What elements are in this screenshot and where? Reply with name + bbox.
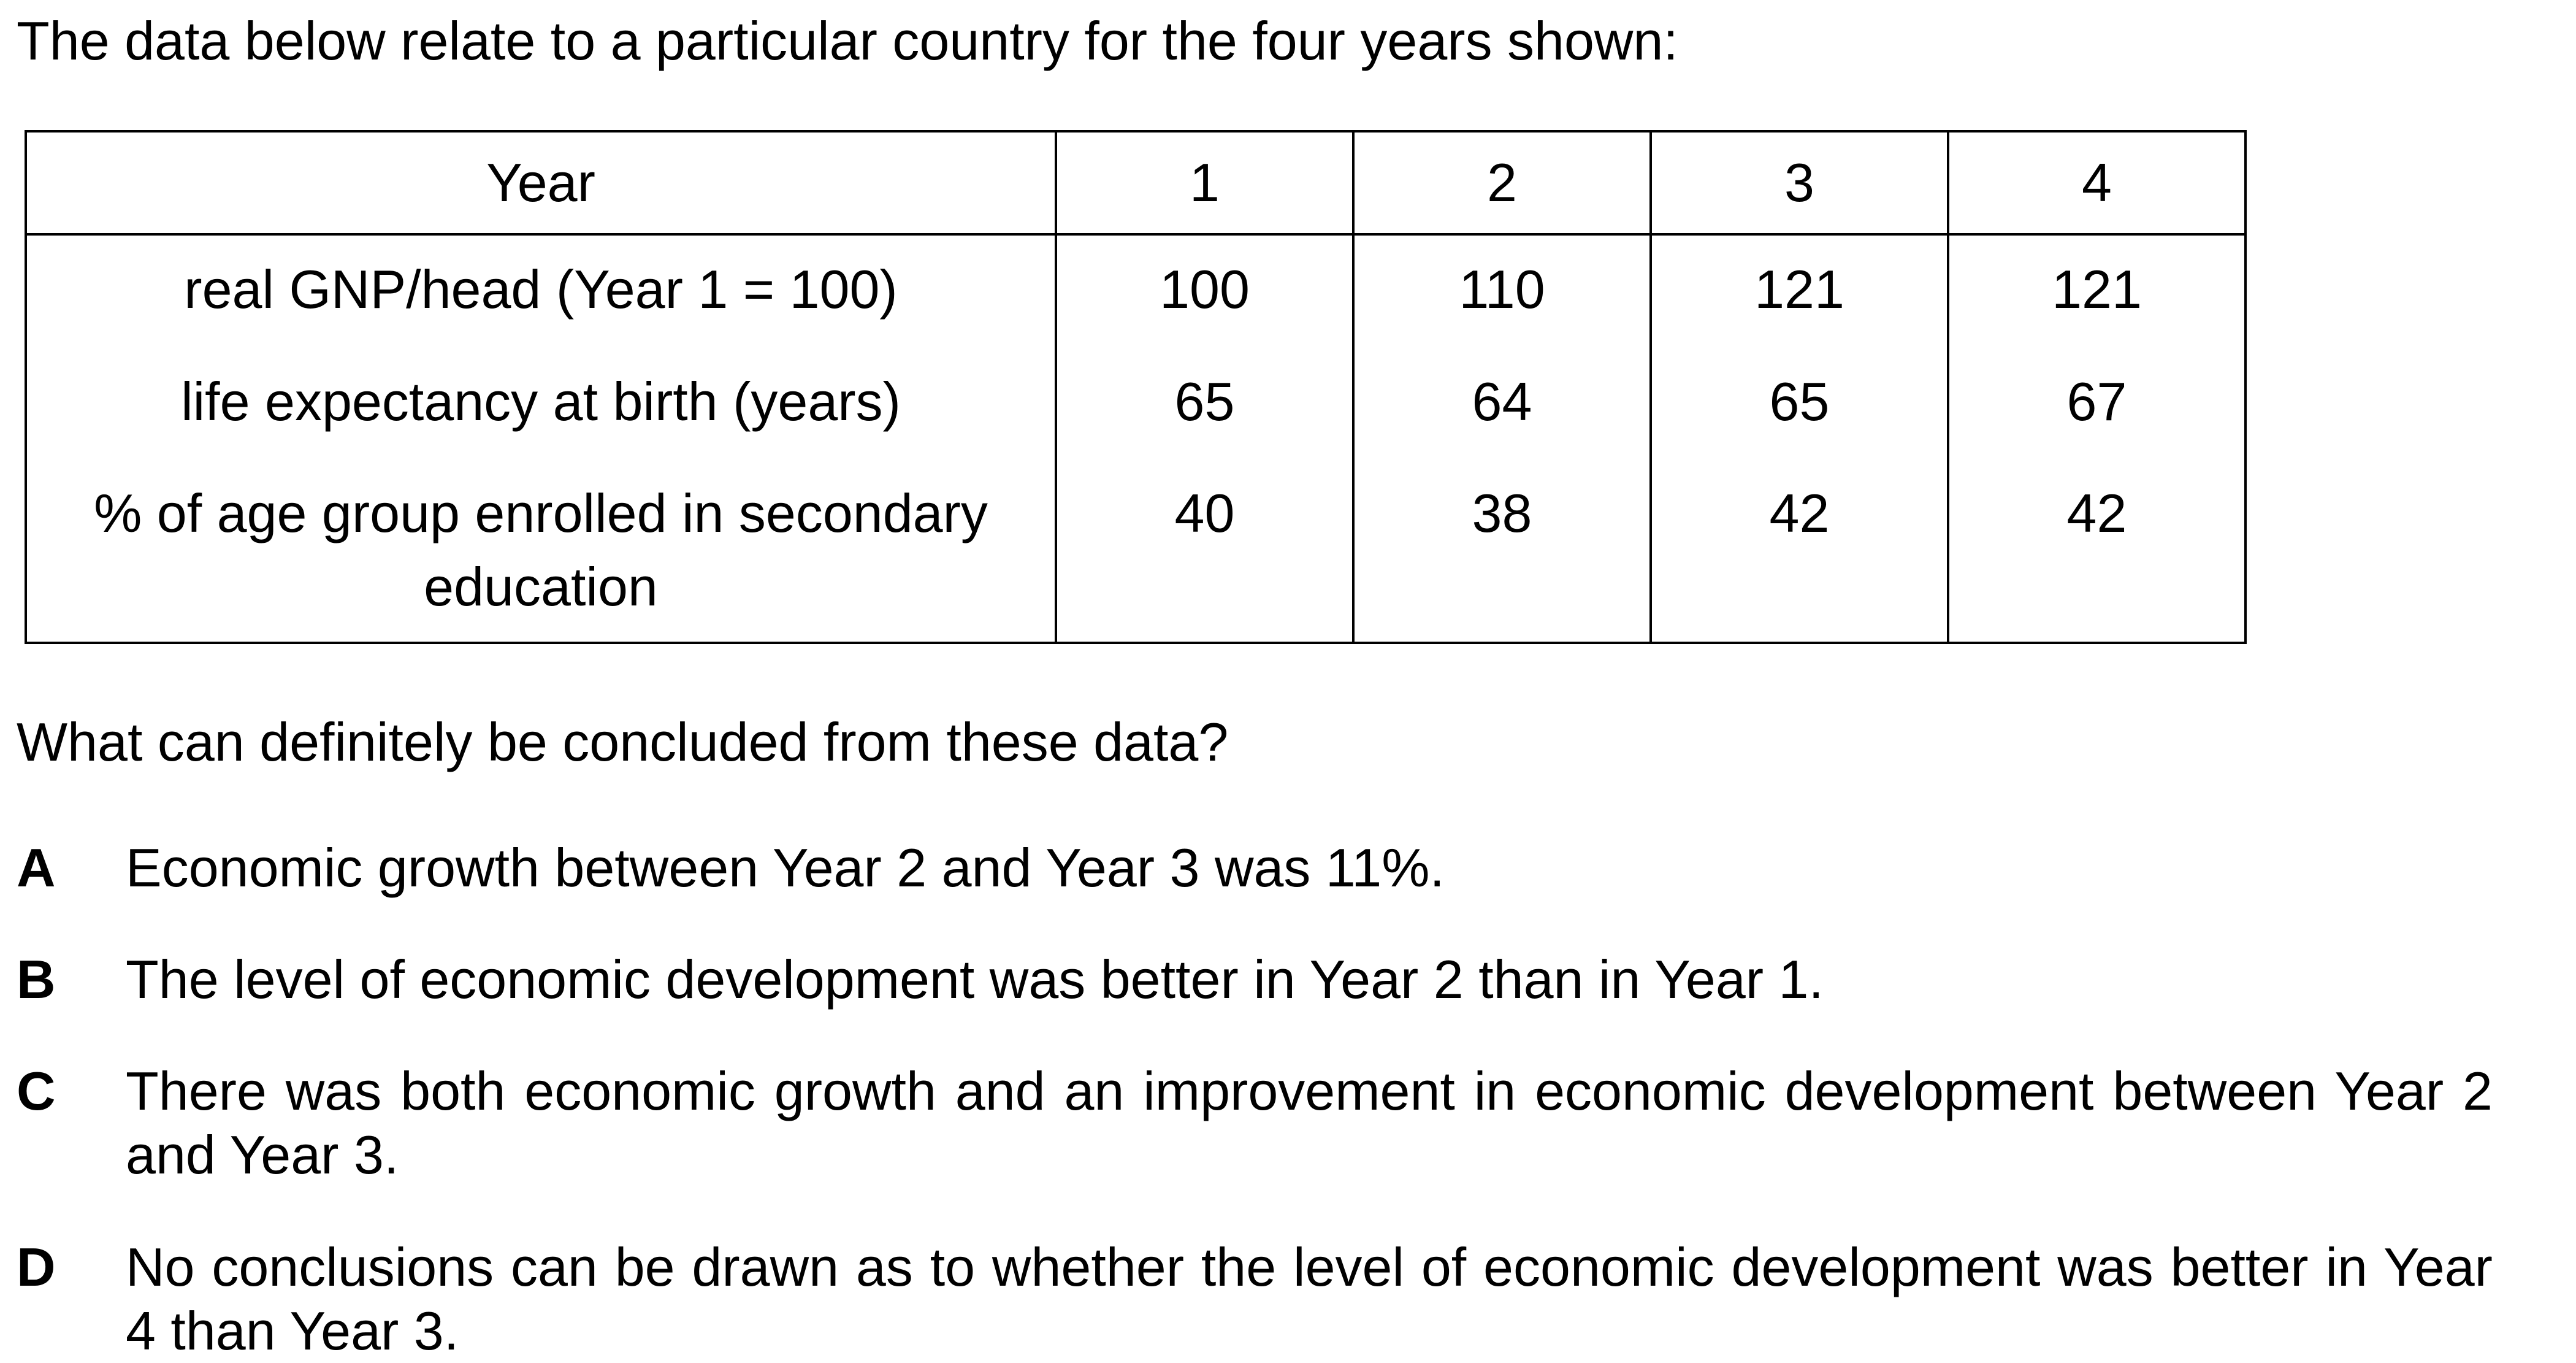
table-row: life expectancy at birth (years) 65 64 6… bbox=[25, 365, 2247, 477]
table-cell: 110 bbox=[1352, 232, 1652, 366]
table-cell: 121 bbox=[1947, 232, 2247, 366]
table-cell: 65 bbox=[1055, 365, 1355, 477]
table-header-year: 1 bbox=[1055, 130, 1355, 236]
table-cell: 65 bbox=[1649, 365, 1949, 477]
question-stem: What can definitely be concluded from th… bbox=[17, 712, 1229, 772]
table-header-row: Year 1 2 3 4 bbox=[25, 130, 2247, 236]
table-header-label: Year bbox=[25, 130, 1057, 236]
option-text: No conclusions can be drawn as to whethe… bbox=[126, 1237, 2493, 1361]
table-cell: 100 bbox=[1055, 232, 1355, 366]
table-row: % of age group enrolled in secondary edu… bbox=[25, 477, 2247, 644]
intro-text: The data below relate to a particular co… bbox=[17, 10, 1678, 71]
row-label: % of age group enrolled in secondary edu… bbox=[25, 477, 1057, 644]
table-cell: 64 bbox=[1352, 365, 1652, 477]
option-text: Economic growth between Year 2 and Year … bbox=[126, 837, 1445, 898]
table-header-year: 2 bbox=[1352, 130, 1652, 236]
row-label: life expectancy at birth (years) bbox=[25, 365, 1057, 477]
option-text: There was both economic growth and an im… bbox=[126, 1061, 2493, 1185]
table-cell: 42 bbox=[1947, 477, 2247, 644]
table-cell: 40 bbox=[1055, 477, 1355, 644]
table-cell: 121 bbox=[1649, 232, 1949, 366]
table-cell: 67 bbox=[1947, 365, 2247, 477]
option-letter: C bbox=[17, 1061, 56, 1121]
table-cell: 38 bbox=[1352, 477, 1652, 644]
row-label: real GNP/head (Year 1 = 100) bbox=[25, 232, 1057, 366]
option-text: The level of economic development was be… bbox=[126, 949, 1824, 1010]
table-row: real GNP/head (Year 1 = 100) 100 110 121… bbox=[25, 232, 2247, 366]
option-letter: D bbox=[17, 1237, 56, 1297]
data-table: Year 1 2 3 4 real GNP/head (Year 1 = 100… bbox=[25, 130, 2247, 644]
table-header-year: 4 bbox=[1947, 130, 2247, 236]
option-letter: B bbox=[17, 949, 56, 1010]
option-letter: A bbox=[17, 837, 56, 898]
table-cell: 42 bbox=[1649, 477, 1949, 644]
table-header-year: 3 bbox=[1649, 130, 1949, 236]
